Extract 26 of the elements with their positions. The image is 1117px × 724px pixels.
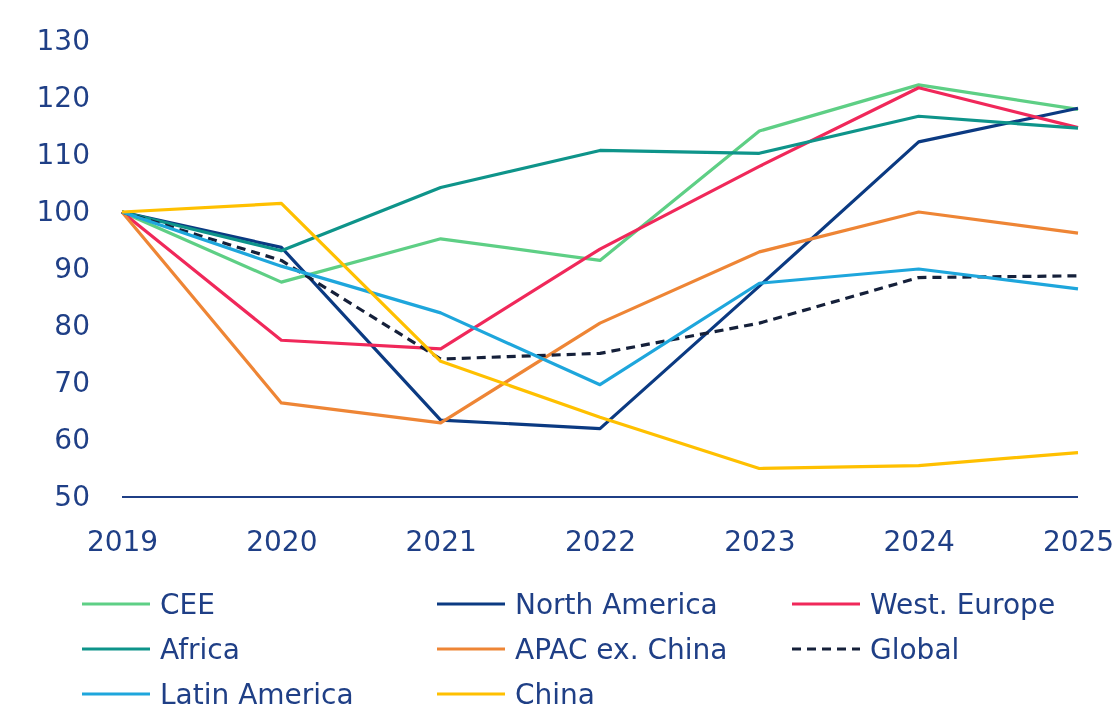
x-tick-label: 2020: [246, 524, 318, 558]
y-tick-label: 70: [54, 366, 90, 400]
legend-label: China: [515, 677, 595, 711]
y-tick-label: 120: [36, 81, 90, 115]
y-tick-label: 50: [54, 480, 90, 514]
x-tick-label: 2019: [86, 524, 159, 558]
x-tick-label: 2025: [1042, 524, 1115, 558]
x-tick-label: 2022: [564, 524, 637, 558]
y-tick-label: 60: [54, 423, 90, 457]
legend-label: Africa: [160, 632, 240, 666]
x-tick-label: 2024: [883, 524, 955, 558]
legend-label: West. Europe: [870, 587, 1056, 621]
legend-label: North America: [515, 587, 718, 621]
y-tick-label: 90: [54, 252, 90, 286]
line-series: [120, 201, 1080, 471]
y-tick-label: 80: [54, 309, 90, 343]
legend-label: Latin America: [160, 677, 354, 711]
legend-label: Global: [870, 632, 960, 666]
legend-label: CEE: [160, 587, 215, 621]
y-tick-label: 110: [36, 138, 90, 172]
x-tick-label: 2021: [405, 524, 477, 558]
y-tick-label: 100: [36, 195, 90, 229]
legend-label: APAC ex. China: [515, 632, 728, 666]
line-series: [120, 210, 1080, 425]
y-tick-label: 130: [36, 24, 90, 58]
x-tick-label: 2023: [724, 524, 796, 558]
